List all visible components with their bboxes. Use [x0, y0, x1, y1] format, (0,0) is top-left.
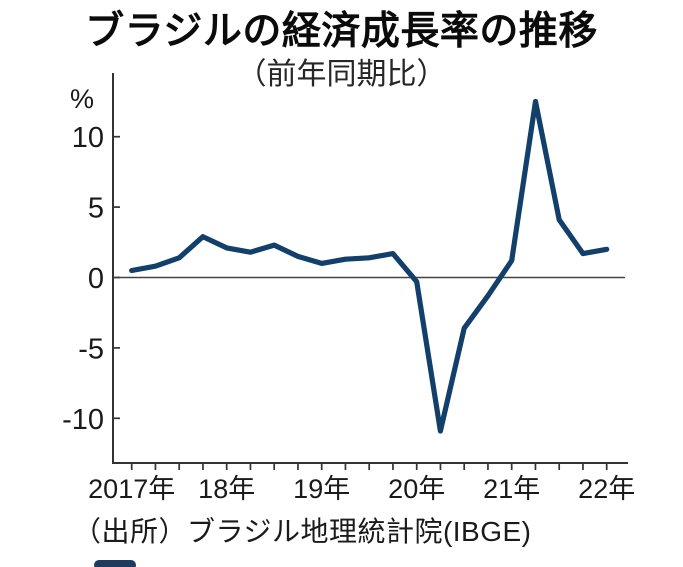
y-axis-tick-label: 0	[88, 263, 104, 295]
x-axis-tick-label: 2017年	[88, 474, 175, 504]
x-axis-tick-label: 20年	[388, 474, 445, 504]
x-axis-tick-label: 18年	[198, 474, 255, 504]
x-axis-tick-label: 22年	[578, 474, 635, 504]
y-axis-tick-label: 10	[72, 122, 104, 154]
chart-subtitle: （前年同期比）	[236, 58, 447, 91]
growth-rate-line	[129, 98, 610, 434]
source-note: （出所）ブラジル地理統計院(IBGE)	[73, 516, 532, 547]
y-axis-tick-label: -5	[78, 333, 104, 365]
y-axis-tick-label: 5	[88, 193, 104, 225]
y-axis-tick-label: -10	[62, 404, 104, 436]
x-axis-tick-label: 21年	[483, 474, 540, 504]
chart-title: ブラジルの経済成長率の推移	[85, 10, 598, 53]
x-axis-tick-label: 19年	[293, 474, 350, 504]
cropped-next-element	[94, 560, 136, 567]
y-axis-unit-label: %	[70, 84, 95, 114]
